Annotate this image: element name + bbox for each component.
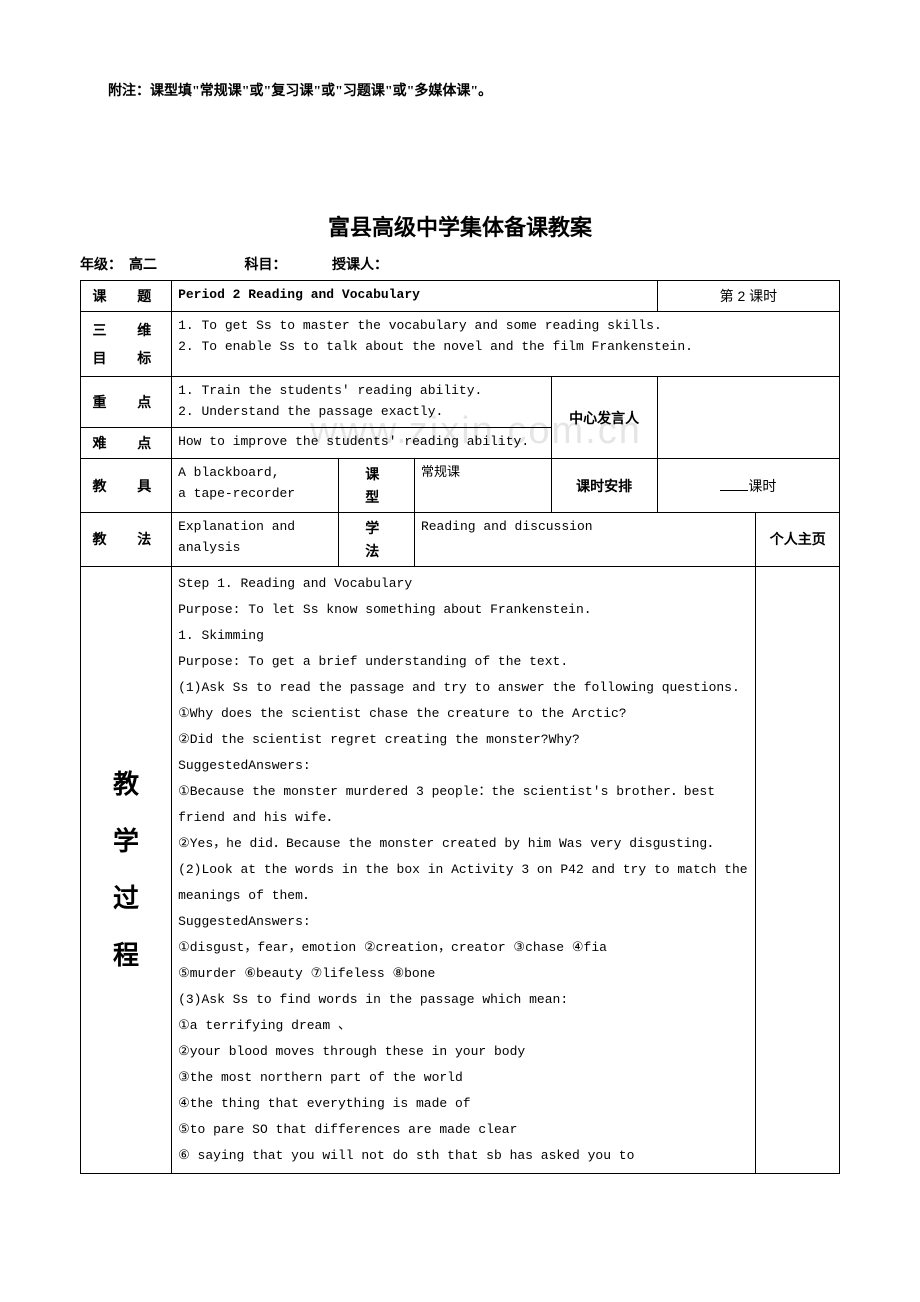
aids-value: A blackboard, a tape-recorder <box>172 459 339 513</box>
class-type-value: 常规课 <box>414 459 551 513</box>
personal-label: 个人主页 <box>756 513 840 567</box>
table-row: 教 具 A blackboard, a tape-recorder 课 型 常规… <box>81 459 840 513</box>
subject-label: 科目： <box>245 258 287 273</box>
grade-value: 高二 <box>129 258 157 273</box>
key-label: 重 点 <box>81 377 172 428</box>
class-type-label: 课 型 <box>339 459 415 513</box>
teach-method-label: 教 法 <box>81 513 172 567</box>
table-row: 课 题 Period 2 Reading and Vocabulary 第 2 … <box>81 281 840 312</box>
key-value: 1. Train the students' reading ability. … <box>172 377 551 428</box>
info-line: 年级： 高二 科目： 授课人： <box>80 254 840 274</box>
difficult-value: How to improve the students' reading abi… <box>172 427 551 458</box>
objectives-value: 1. To get Ss to master the vocabulary an… <box>172 312 840 377</box>
objectives-label: 三 维 目 标 <box>81 312 172 377</box>
process-value: Step 1. Reading and Vocabulary Purpose: … <box>172 566 756 1173</box>
teacher-label: 授课人： <box>332 258 388 273</box>
process-label: 教学过程 <box>81 566 172 1173</box>
speaker-label: 中心发言人 <box>551 377 657 459</box>
table-row: 重 点 1. Train the students' reading abili… <box>81 377 840 428</box>
learn-method-value: Reading and discussion <box>414 513 756 567</box>
page-note: 附注：课型填"常规课"或"复习课"或"习题课"或"多媒体课"。 <box>80 80 840 100</box>
table-row: 教学过程 Step 1. Reading and Vocabulary Purp… <box>81 566 840 1173</box>
difficult-label: 难 点 <box>81 427 172 458</box>
topic-label: 课 题 <box>81 281 172 312</box>
learn-method-label: 学 法 <box>339 513 415 567</box>
teach-method-value: Explanation and analysis <box>172 513 339 567</box>
topic-value: Period 2 Reading and Vocabulary <box>172 281 658 312</box>
personal-value <box>756 566 840 1173</box>
table-row: 教 法 Explanation and analysis 学 法 Reading… <box>81 513 840 567</box>
lesson-plan-table: 课 题 Period 2 Reading and Vocabulary 第 2 … <box>80 280 840 1174</box>
period-value: 第 2 课时 <box>657 281 839 312</box>
main-title: 富县高级中学集体备课教案 <box>80 210 840 242</box>
arrangement-value: 课时 <box>657 459 839 513</box>
grade-label: 年级： <box>80 258 122 273</box>
speaker-value <box>657 377 839 459</box>
table-row: 三 维 目 标 1. To get Ss to master the vocab… <box>81 312 840 377</box>
arrangement-label: 课时安排 <box>551 459 657 513</box>
aids-label: 教 具 <box>81 459 172 513</box>
